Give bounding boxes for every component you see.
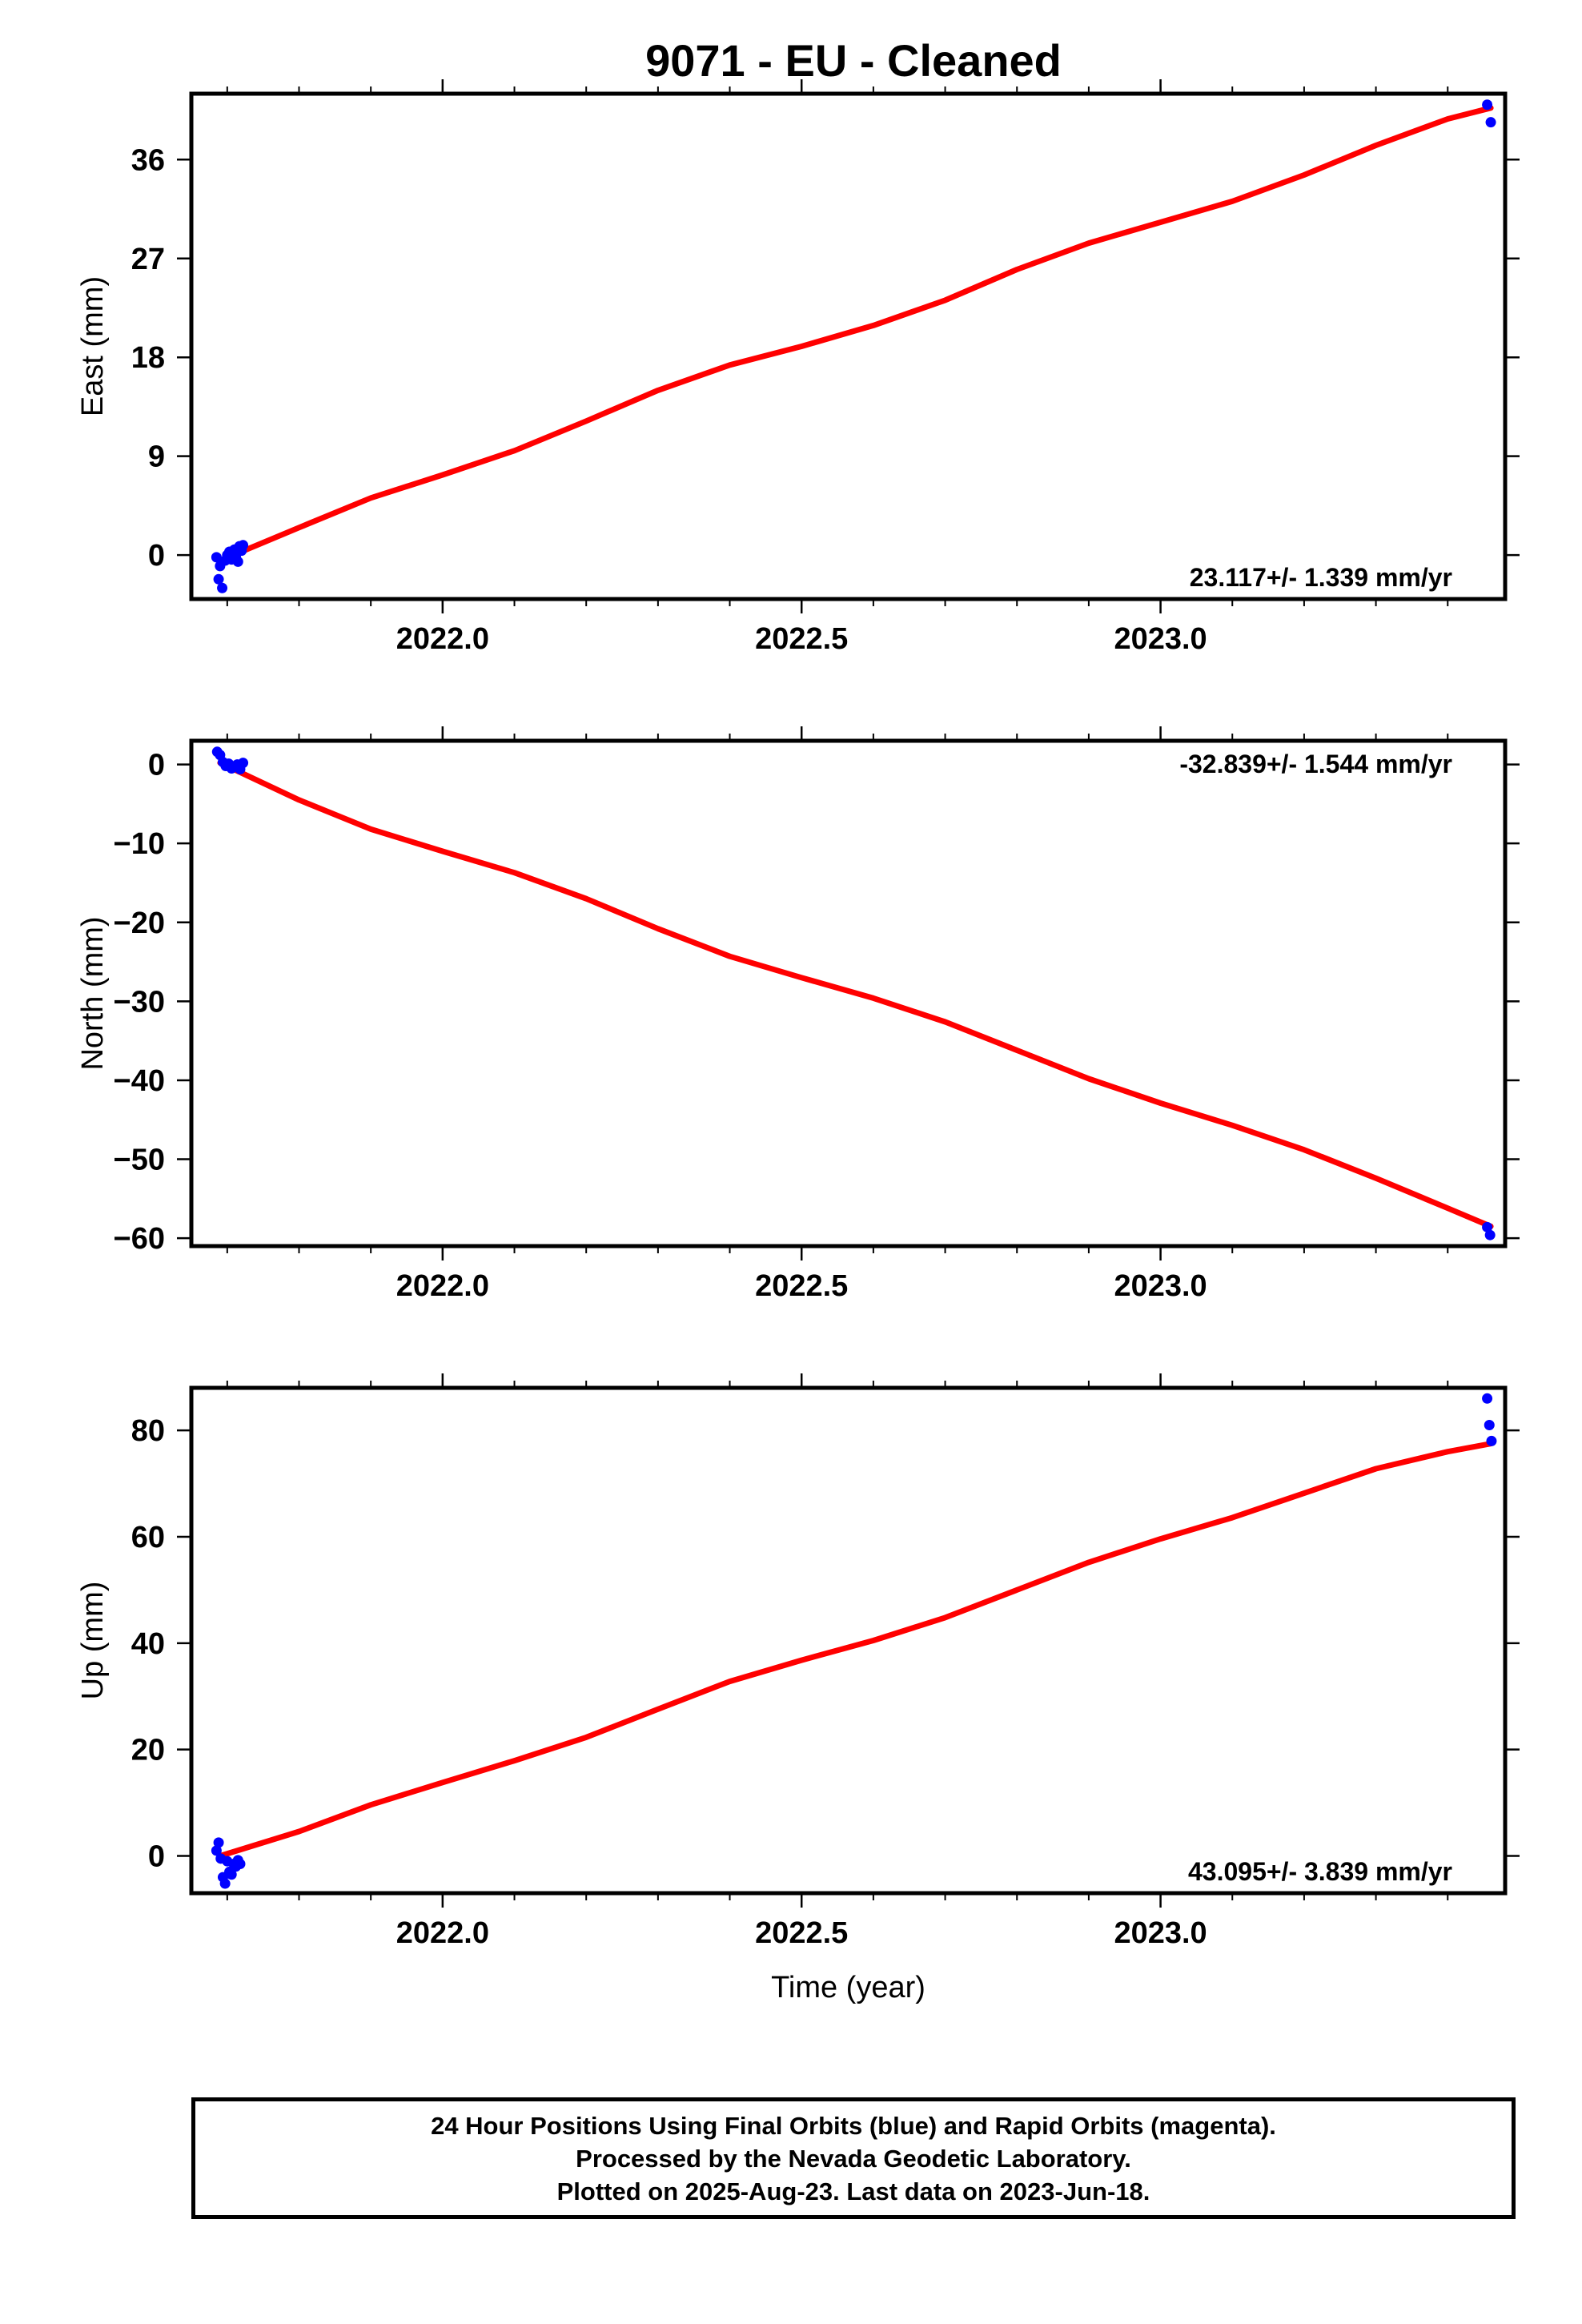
up-data-point xyxy=(211,1845,222,1856)
footer-line-1: 24 Hour Positions Using Final Orbits (bl… xyxy=(431,2111,1276,2140)
north-x-tick-label: 2022.0 xyxy=(396,1269,489,1303)
north-data-point xyxy=(1482,1221,1493,1232)
east-y-tick-label: 9 xyxy=(148,440,165,474)
north-rate-label: -32.839+/- 1.544 mm/yr xyxy=(1179,750,1452,778)
north-y-tick-label: −10 xyxy=(114,827,165,861)
east-data-point xyxy=(217,582,228,593)
north-x-tick-label: 2022.5 xyxy=(755,1269,848,1303)
east-y-tick-label: 0 xyxy=(148,539,165,573)
up-x-tick-label: 2023.0 xyxy=(1114,1916,1207,1950)
up-y-axis-label: Up (mm) xyxy=(76,1582,110,1700)
east-y-tick-label: 27 xyxy=(131,243,165,276)
up-data-point xyxy=(1484,1419,1495,1430)
east-x-tick-label: 2022.5 xyxy=(755,622,848,656)
east-y-axis-label: East (mm) xyxy=(76,276,110,416)
east-panel: 2022.0 2022.5 2023.0 0 9 18 27 36 East (mm) 23.11… xyxy=(76,79,1520,656)
up-y-tick-label: 20 xyxy=(131,1734,165,1767)
east-x-tick-label: 2023.0 xyxy=(1114,622,1207,656)
up-rate-label: 43.095+/- 3.839 mm/yr xyxy=(1188,1857,1452,1886)
north-y-tick-label: 0 xyxy=(148,749,165,782)
east-data-point xyxy=(1482,99,1493,111)
up-data-point xyxy=(219,1878,231,1889)
north-plot-frame xyxy=(189,738,1508,1248)
north-y-tick-label: −60 xyxy=(114,1222,165,1256)
up-data-point xyxy=(226,1869,237,1880)
east-x-tick-label: 2022.0 xyxy=(396,622,489,656)
north-fit-line xyxy=(217,760,1494,1229)
east-data-point xyxy=(213,573,224,585)
east-data-point xyxy=(211,552,222,563)
north-y-tick-label: −40 xyxy=(114,1064,165,1098)
north-data-point xyxy=(1484,1229,1496,1240)
up-data-point xyxy=(213,1837,224,1848)
up-y-tick-label: 60 xyxy=(131,1521,165,1554)
up-panel: 2022.0 2022.5 2023.0 0 20 40 60 80 Up (mm) Time (… xyxy=(76,1373,1520,2004)
north-y-tick-label: −20 xyxy=(114,907,165,940)
up-x-tick-label: 2022.0 xyxy=(396,1916,489,1950)
up-fit-line xyxy=(217,1441,1494,1859)
east-plot-frame xyxy=(189,91,1508,601)
up-data-point xyxy=(235,1858,246,1869)
east-rate-label: 23.117+/- 1.339 mm/yr xyxy=(1190,563,1452,592)
up-data-point xyxy=(1486,1435,1497,1446)
up-y-tick-label: 0 xyxy=(148,1840,165,1874)
east-data-area xyxy=(211,99,1496,593)
north-y-tick-label: −30 xyxy=(114,985,165,1019)
up-data-point xyxy=(1482,1393,1493,1404)
footer-caption-box: 24 Hour Positions Using Final Orbits (bl… xyxy=(191,2097,1516,2219)
north-y-tick-label: −50 xyxy=(114,1144,165,1177)
up-y-tick-label: 40 xyxy=(131,1627,165,1661)
east-data-point xyxy=(1485,117,1496,128)
up-plot-frame xyxy=(189,1385,1508,1896)
footer-line-2: Processed by the Nevada Geodetic Laborat… xyxy=(576,2144,1131,2173)
east-fit-line xyxy=(217,105,1494,564)
east-data-point xyxy=(232,556,243,567)
plot-canvas: 9071 - EU - Cleaned 2022.0 2022.5 2023.0 0 9… xyxy=(76,35,1520,2004)
figure-title: 9071 - EU - Cleaned xyxy=(645,35,1062,86)
north-x-tick-label: 2023.0 xyxy=(1114,1269,1207,1303)
up-x-tick-label: 2022.5 xyxy=(755,1916,848,1950)
east-y-tick-label: 36 xyxy=(131,143,165,177)
up-y-tick-label: 80 xyxy=(131,1414,165,1448)
footer-line-3: Plotted on 2025-Aug-23. Last data on 202… xyxy=(556,2177,1150,2205)
east-y-tick-label: 18 xyxy=(131,341,165,375)
up-x-axis-label: Time (year) xyxy=(771,1971,926,2004)
north-data-area xyxy=(211,746,1496,1240)
up-data-area xyxy=(211,1393,1497,1889)
north-panel: 2022.0 2022.5 2023.0 0 −10 −20 −30 −40 −50 −60 Nor… xyxy=(76,726,1520,1303)
north-data-point xyxy=(238,758,249,769)
north-y-axis-label: North (mm) xyxy=(76,916,110,1070)
east-data-point xyxy=(238,540,249,551)
